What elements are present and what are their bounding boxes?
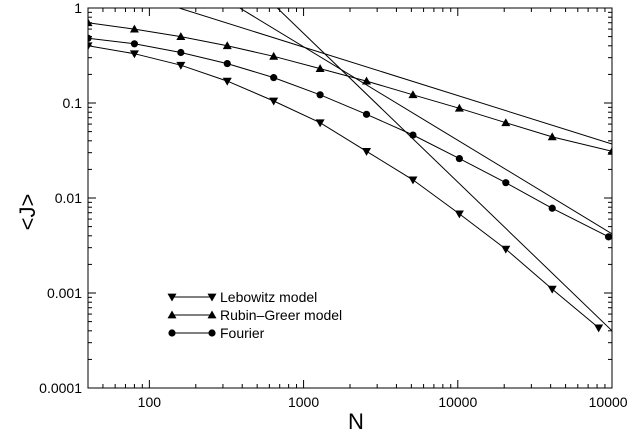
asymptote-line [276,8,612,332]
data-point [129,50,139,59]
data-point [316,91,324,99]
data-point [88,18,93,27]
y-tick-label: 1 [74,0,82,16]
x-tick-label: 100 [138,394,162,410]
x-tick-label: 10000 [438,394,477,410]
data-point [207,310,217,319]
data-point [604,233,612,241]
series [88,18,612,155]
series-line [88,37,609,238]
y-tick-label: 0.01 [55,190,82,206]
data-point [207,293,217,302]
data-point [176,32,186,40]
data-point [548,204,556,212]
data-point [408,176,418,185]
data-point [501,118,511,127]
series [88,34,612,241]
data-point [547,285,557,294]
data-point [362,76,372,85]
series-line [88,45,599,329]
data-point [362,147,372,156]
data-point [362,110,371,118]
y-ticks: 0.0001 0.001 0.01 0.1 1 [39,0,612,396]
series [88,42,604,333]
asymptote-line [238,8,612,235]
data-point [88,34,92,42]
x-tick-label: 1000 [288,394,319,410]
data-point [594,324,604,333]
data-point [455,154,463,163]
data-point [208,329,216,337]
data-point [607,146,612,155]
y-tick-label: 0.001 [47,285,82,301]
data-point [167,310,177,319]
data-point [501,245,511,254]
data-point [223,59,231,68]
data-point [502,179,510,187]
data-point [269,51,279,60]
legend-label: Fourier [220,325,265,341]
data-point [547,132,557,141]
asymptote-line [177,8,612,145]
y-tick-label: 0.1 [63,95,83,111]
data-point [454,210,464,219]
data-point [269,97,279,106]
data-point [454,103,464,112]
data-point [177,48,185,57]
asymptote-lines [177,8,612,332]
data-point [315,64,325,73]
data-point [129,24,139,33]
legend-label: Rubin–Greer model [220,307,342,323]
x-axis-title: N [348,409,364,433]
data-point [176,61,186,70]
data-point [409,131,417,139]
legend-label: Lebowitz model [220,289,317,305]
y-axis-title: <J> [15,194,40,231]
data-point [222,77,232,86]
series-group [88,18,612,333]
data-point [88,42,93,51]
series-line [88,22,612,152]
data-point [222,41,232,50]
data-point [167,293,177,302]
data-point [408,90,418,99]
data-point [270,74,278,82]
data-point [315,119,325,128]
data-point [130,40,139,48]
data-point [168,329,176,337]
y-tick-label: 0.0001 [39,380,82,396]
legend: Lebowitz model Rubin–Greer model Fourier [167,289,342,341]
